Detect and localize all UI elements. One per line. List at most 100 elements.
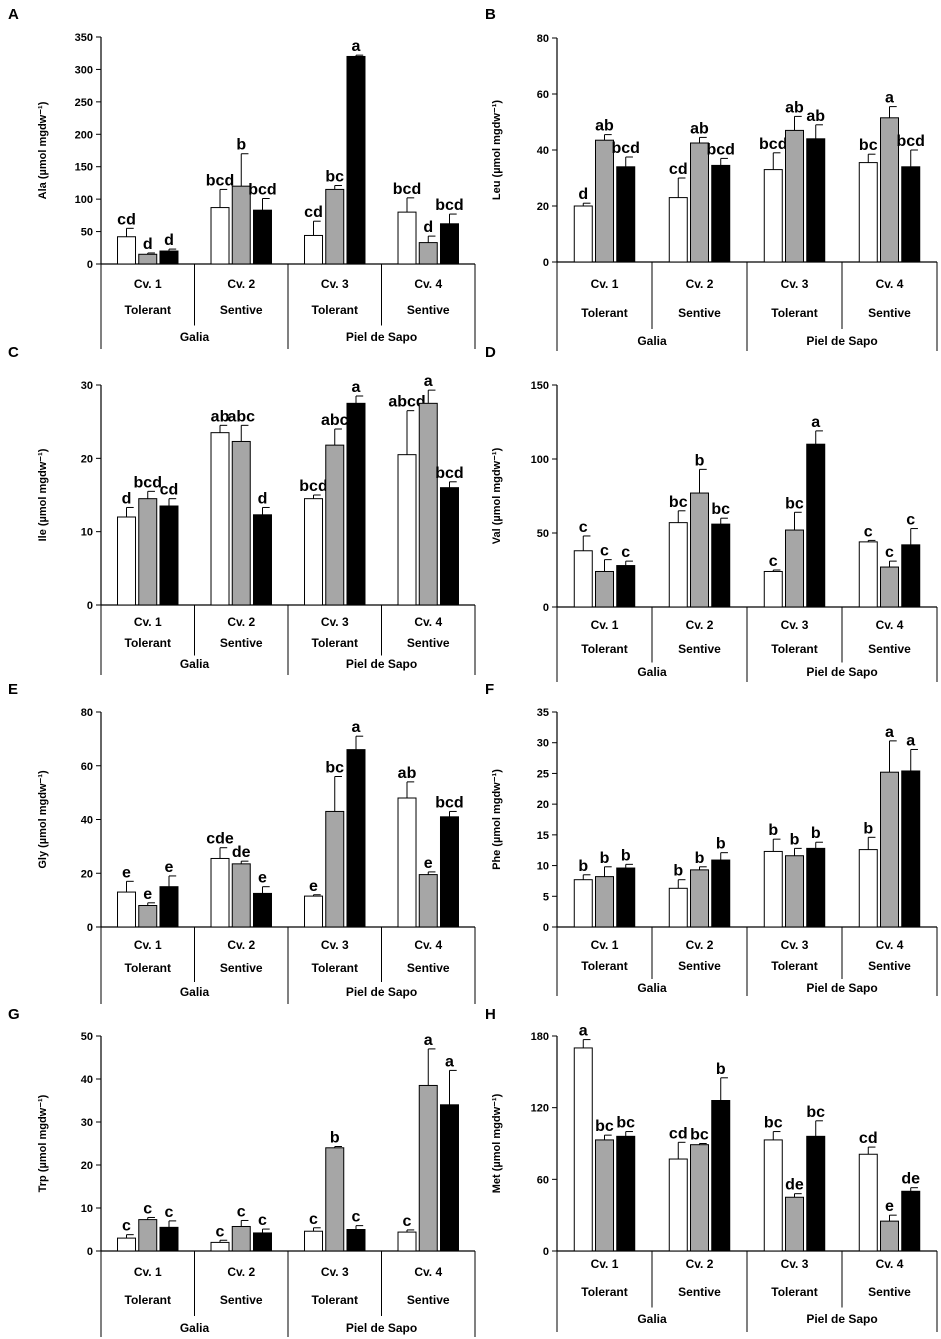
melon-type-label: Galia (180, 1321, 210, 1335)
tolerance-label: Sentive (868, 959, 911, 973)
bar (210, 432, 230, 606)
y-tick-label: 300 (75, 64, 93, 76)
bar (858, 1153, 878, 1252)
y-axis-label: Leu (µmol mgdw⁻¹) (491, 100, 503, 200)
bar (397, 211, 417, 265)
significance-label: d (164, 232, 174, 249)
chart-panel-e: E Gly (µmol mgdw⁻¹) 0 20 40 60 80 Cv. 1 Cv. 2 Cv.… (8, 681, 476, 1004)
bar (418, 1084, 438, 1252)
tolerance-label: Sentive (220, 303, 263, 317)
bar (159, 250, 179, 265)
significance-label: c (352, 1209, 361, 1226)
melon-type-label: Piel de Sapo (806, 981, 877, 995)
significance-label: bc (616, 1115, 635, 1132)
bar (785, 855, 804, 928)
significance-label: c (769, 553, 778, 570)
bar (616, 867, 636, 928)
y-tick-label: 80 (537, 33, 549, 45)
significance-label: bc (595, 1118, 614, 1135)
cultivar-label: Cv. 2 (686, 618, 714, 632)
significance-label: c (122, 1218, 131, 1235)
bar (252, 1232, 272, 1252)
y-tick-label: 20 (81, 1160, 93, 1172)
cultivar-label: Cv. 3 (781, 277, 809, 291)
bar (252, 514, 272, 606)
tolerance-label: Tolerant (581, 306, 627, 320)
tolerance-label: Tolerant (771, 1285, 817, 1299)
significance-label: b (811, 825, 821, 842)
y-axis-label: Phe (µmol mgdw⁻¹) (491, 769, 503, 870)
bar (880, 1220, 899, 1252)
significance-label: c (165, 1204, 174, 1221)
bar (595, 139, 614, 263)
y-tick-label: 350 (75, 32, 93, 44)
y-tick-label: 35 (537, 707, 549, 719)
panel-letter: B (485, 6, 496, 23)
bar (418, 242, 438, 265)
cultivar-label: Cv. 2 (686, 938, 714, 952)
bar (439, 487, 459, 606)
cultivar-label: Cv. 3 (781, 618, 809, 632)
bar (595, 1139, 614, 1252)
bar (858, 162, 878, 263)
cultivar-label: Cv. 4 (414, 277, 442, 291)
y-tick-label: 150 (75, 162, 93, 174)
cultivar-label: Cv. 3 (321, 1265, 349, 1279)
y-tick-label: 10 (81, 527, 93, 539)
cultivar-label: Cv. 3 (781, 1257, 809, 1271)
bar (711, 1100, 731, 1252)
significance-label: bc (785, 495, 804, 512)
y-tick-label: 50 (81, 227, 93, 239)
y-tick-label: 60 (537, 89, 549, 101)
tolerance-label: Sentive (678, 642, 721, 656)
y-tick-label: 40 (81, 815, 93, 827)
tolerance-label: Sentive (868, 642, 911, 656)
tolerance-label: Tolerant (771, 959, 817, 973)
bar (117, 516, 137, 606)
bar (138, 498, 158, 606)
significance-label: bcd (435, 197, 463, 214)
significance-label: c (864, 523, 873, 540)
significance-label: c (309, 1211, 318, 1228)
melon-type-label: Piel de Sapo (346, 1321, 417, 1335)
y-tick-label: 180 (531, 1031, 549, 1043)
y-axis-label: Gly (µmol mgdw⁻¹) (37, 770, 49, 869)
bar (346, 55, 366, 265)
significance-label: cd (304, 204, 323, 221)
y-tick-label: 40 (537, 145, 549, 157)
bar (806, 443, 826, 608)
bar (210, 1241, 230, 1252)
significance-label: d (578, 186, 588, 203)
significance-label: bc (859, 137, 878, 154)
cultivar-label: Cv. 1 (591, 277, 619, 291)
cultivar-label: Cv. 1 (134, 277, 162, 291)
y-tick-label: 100 (75, 194, 93, 206)
bar (785, 129, 804, 263)
tolerance-label: Tolerant (581, 642, 627, 656)
bar (901, 1190, 921, 1252)
bar (231, 863, 251, 928)
tolerance-label: Sentive (220, 636, 263, 650)
bar (138, 1219, 158, 1252)
bar (304, 895, 324, 928)
bar (325, 1147, 345, 1252)
bar (668, 197, 688, 263)
y-tick-label: 100 (531, 454, 549, 466)
significance-label: e (309, 878, 318, 895)
tolerance-label: Tolerant (312, 303, 358, 317)
y-tick-label: 20 (537, 201, 549, 213)
bar (210, 857, 230, 928)
significance-label: cd (160, 482, 179, 499)
cultivar-label: Cv. 4 (414, 1265, 442, 1279)
cultivar-label: Cv. 1 (134, 1265, 162, 1279)
significance-label: bcd (759, 136, 787, 153)
bar (325, 188, 345, 265)
significance-label: d (143, 236, 153, 253)
y-tick-label: 0 (87, 922, 93, 934)
y-axis-label: Ile (µmol mgdw⁻¹) (37, 448, 49, 541)
y-axis-label: Trp (µmol mgdw⁻¹) (37, 1094, 49, 1192)
cultivar-label: Cv. 4 (876, 938, 904, 952)
panel-letter: G (8, 1006, 20, 1023)
significance-label: b (695, 452, 705, 469)
bar (439, 1104, 459, 1252)
